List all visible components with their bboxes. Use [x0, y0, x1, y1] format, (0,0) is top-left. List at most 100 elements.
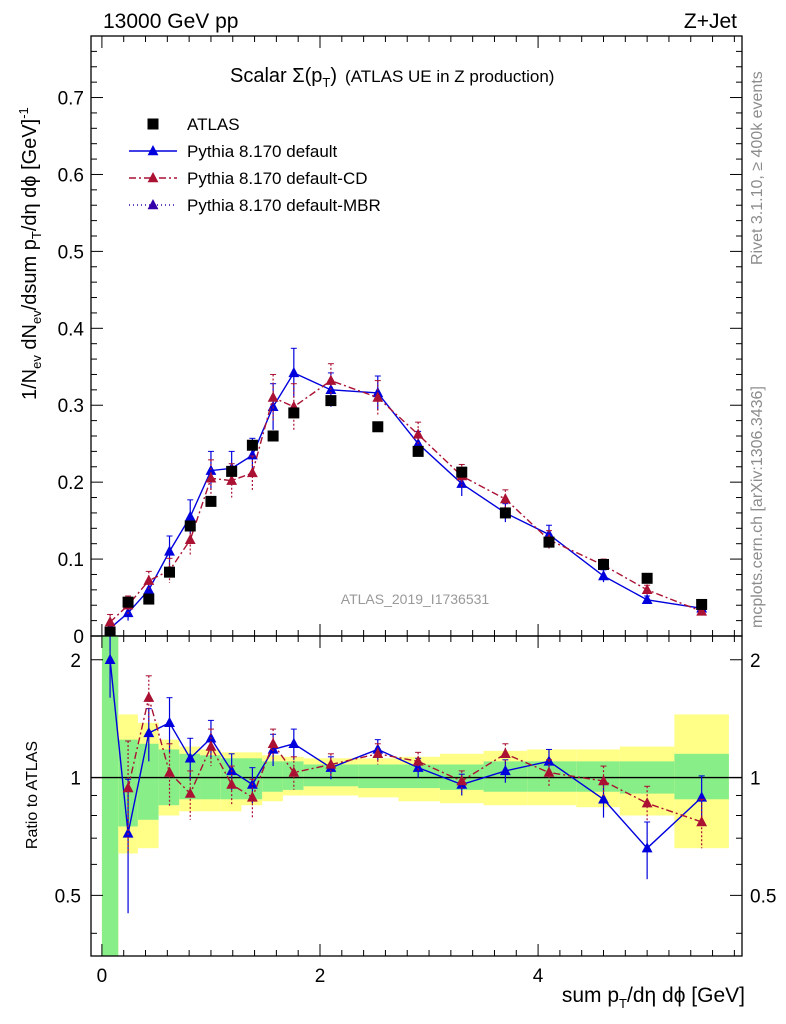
atlas-point [246, 439, 258, 451]
ratio-line [127, 697, 702, 823]
series-point [184, 533, 196, 545]
analysis-watermark: ATLAS_2019_I1736531 [341, 591, 490, 607]
ratio-point [226, 764, 238, 776]
legend-marker [147, 172, 159, 183]
x-tick-label: 2 [315, 966, 326, 987]
y-tick-label: 0.3 [58, 396, 84, 417]
y-tick-label: 0.2 [58, 473, 84, 494]
x-tick-label: 0 [97, 966, 108, 987]
series-point [372, 391, 384, 402]
ratio-point [184, 787, 196, 798]
ratio-point [246, 791, 258, 802]
series-point [543, 528, 555, 539]
y-axis-label: 1/Nev dNev/dsum pT/dη dϕ [GeV]-1 [16, 107, 44, 400]
ratio-point [184, 752, 196, 763]
ratio-point [372, 747, 384, 759]
y-tick-label: 0.5 [58, 242, 84, 263]
atlas-point [267, 430, 279, 442]
rivet-label: Rivet 3.1.10, ≥ 400k events [749, 71, 766, 265]
ratio-point [543, 766, 555, 777]
atlas-point [598, 558, 610, 570]
series-point [288, 366, 300, 378]
ratio-point [412, 761, 424, 772]
series-point [325, 374, 337, 385]
atlas-point [164, 566, 176, 578]
series-point [641, 593, 653, 605]
series-point [246, 466, 258, 478]
atlas-point [122, 596, 134, 608]
legend-marker [147, 199, 159, 210]
chart-title: Scalar Σ(pT) (ATLAS UE in Z production) [230, 65, 554, 90]
series-point [641, 583, 653, 595]
ratio-point [226, 778, 238, 789]
ratio-point [143, 691, 155, 702]
ratio-point [164, 716, 175, 728]
ratio-tick-label-right: 0.5 [750, 886, 776, 907]
green-band [576, 761, 620, 792]
ratio-point [696, 815, 708, 827]
header-process: Z+Jet [684, 10, 737, 33]
ratio-panel: 0 2 4 0.5 0.5 1 1 2 2 [55, 635, 776, 987]
ratio-point [164, 766, 175, 777]
ratio-point [288, 737, 300, 748]
ratio-tick-label-right: 1 [750, 769, 761, 790]
atlas-point [325, 395, 337, 407]
series-point [104, 616, 116, 627]
legend-label: Pythia 8.170 default-MBR [187, 196, 381, 215]
atlas-point [456, 466, 468, 478]
atlas-point [543, 536, 555, 548]
ratio-point [641, 842, 653, 853]
x-axis-label: sum pT/dη dϕ [GeV] [562, 984, 745, 1011]
atlas-point [372, 421, 384, 433]
series-point [246, 449, 258, 460]
series-point [184, 510, 196, 521]
ratio-point [267, 743, 279, 754]
mcplots-label: mcplots.cern.ch [arXiv:1306.3436] [749, 386, 766, 628]
y-tick-label: 0.4 [58, 319, 85, 340]
ratio-point [205, 740, 217, 751]
ratio-tick-label: 0.5 [55, 886, 81, 907]
series-point [696, 605, 708, 616]
legend-marker [147, 118, 159, 130]
series-point [412, 428, 424, 439]
ratio-point [499, 747, 511, 759]
green-band [358, 764, 399, 789]
ratio-point [267, 737, 279, 748]
legend-label: Pythia 8.170 default-CD [187, 169, 368, 188]
atlas-point [205, 495, 217, 507]
atlas-point [696, 598, 708, 610]
ratio-point [412, 755, 424, 766]
series-point [226, 474, 238, 485]
series-point [456, 477, 468, 488]
green-band [101, 636, 119, 956]
ratio-tick-label: 1 [70, 769, 81, 790]
ratio-axis-label: Ratio to ATLAS [24, 741, 41, 849]
ratio-point [598, 793, 609, 804]
ratio-point [499, 764, 511, 776]
series-point [499, 493, 511, 504]
series-point [205, 472, 217, 483]
main-panel: 0 0.1 0.2 0.3 0.4 0.5 0.6 0.7 [58, 35, 743, 648]
atlas-point [499, 507, 511, 519]
ratio-point [122, 782, 134, 793]
green-band [262, 761, 283, 792]
ratio-tick-label-right: 2 [750, 651, 761, 672]
y-tick-label: 0.1 [58, 550, 84, 571]
series-point [267, 391, 279, 402]
ratio-point [288, 766, 300, 777]
series-point [164, 545, 175, 556]
series-point [143, 574, 155, 585]
legend-label: Pythia 8.170 default [187, 142, 338, 161]
x-tick-label: 4 [533, 966, 544, 987]
series-point [598, 570, 609, 581]
atlas-point [104, 626, 116, 638]
ratio-point [104, 653, 116, 664]
legend-label: ATLAS [187, 115, 240, 134]
header-energy: 13000 GeV pp [103, 10, 238, 33]
series-line [109, 379, 702, 623]
atlas-point [184, 520, 196, 532]
series-line [109, 372, 702, 629]
atlas-point [143, 593, 155, 605]
ratio-tick-label: 2 [70, 651, 81, 672]
